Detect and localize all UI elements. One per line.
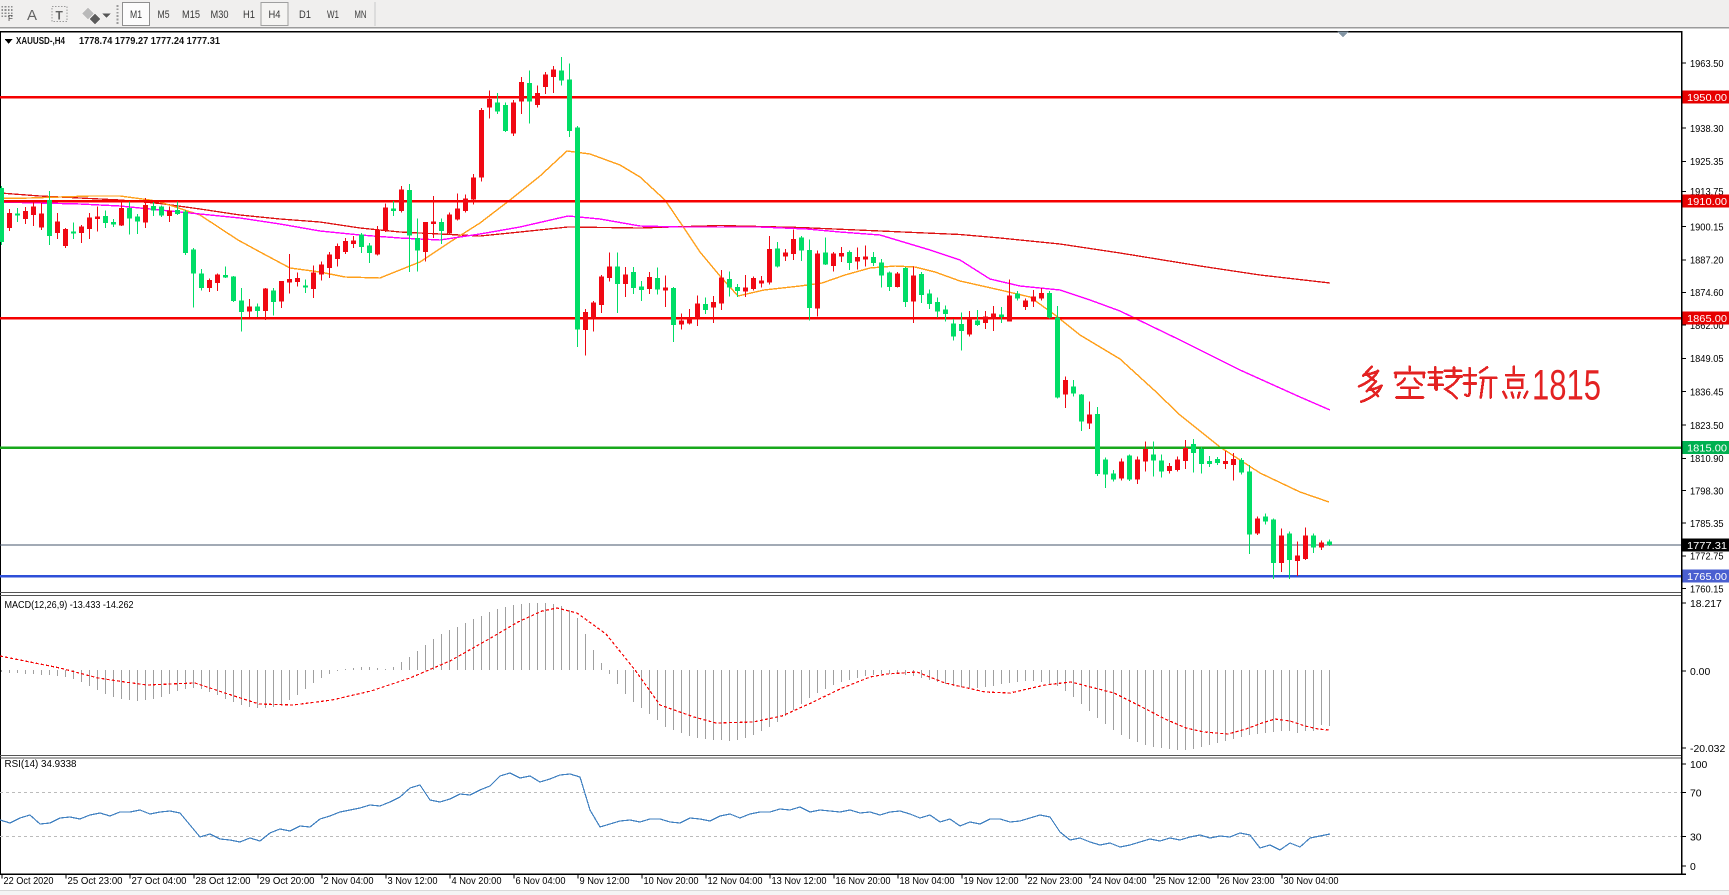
svg-text:1815.00: 1815.00: [1687, 444, 1727, 455]
svg-text:0: 0: [1690, 862, 1696, 873]
svg-text:MACD(12,26,9) -13.433 -14.262: MACD(12,26,9) -13.433 -14.262: [5, 600, 134, 611]
svg-text:1900.15: 1900.15: [1690, 222, 1724, 233]
svg-text:1874.60: 1874.60: [1690, 288, 1724, 299]
svg-text:1785.35: 1785.35: [1690, 519, 1724, 530]
svg-text:1815: 1815: [1532, 362, 1601, 410]
svg-text:10 Nov 20:00: 10 Nov 20:00: [644, 876, 699, 887]
svg-text:3 Nov 12:00: 3 Nov 12:00: [388, 876, 438, 887]
svg-text:M15: M15: [182, 9, 200, 21]
svg-text:T: T: [56, 9, 64, 23]
svg-text:1777.31: 1777.31: [1687, 541, 1727, 552]
svg-text:22 Nov 23:00: 22 Nov 23:00: [1028, 876, 1083, 887]
svg-text:25 Oct 23:00: 25 Oct 23:00: [68, 876, 123, 887]
svg-text:9 Nov 12:00: 9 Nov 12:00: [580, 876, 630, 887]
svg-text:24 Nov 04:00: 24 Nov 04:00: [1092, 876, 1147, 887]
svg-text:1950.00: 1950.00: [1687, 93, 1727, 104]
svg-text:28 Oct 12:00: 28 Oct 12:00: [196, 876, 251, 887]
svg-text:1798.30: 1798.30: [1690, 486, 1724, 497]
svg-text:1963.50: 1963.50: [1690, 59, 1724, 70]
svg-text:1772.75: 1772.75: [1690, 552, 1724, 563]
svg-text:1887.20: 1887.20: [1690, 256, 1724, 267]
svg-text:1849.05: 1849.05: [1690, 354, 1724, 365]
svg-text:1913.75: 1913.75: [1690, 187, 1724, 198]
svg-text:12 Nov 04:00: 12 Nov 04:00: [708, 876, 763, 887]
svg-text:18 Nov 04:00: 18 Nov 04:00: [900, 876, 955, 887]
svg-text:H4: H4: [269, 9, 281, 21]
svg-text:27 Oct 04:00: 27 Oct 04:00: [132, 876, 187, 887]
svg-text:MN: MN: [355, 9, 367, 21]
svg-text:F: F: [8, 14, 13, 23]
svg-text:D1: D1: [299, 9, 311, 21]
svg-text:1925.35: 1925.35: [1690, 157, 1724, 168]
svg-text:22 Oct 2020: 22 Oct 2020: [4, 876, 54, 887]
svg-text:1865.00: 1865.00: [1687, 314, 1727, 325]
svg-text:25 Nov 12:00: 25 Nov 12:00: [1156, 876, 1211, 887]
svg-text:13 Nov 12:00: 13 Nov 12:00: [772, 876, 827, 887]
svg-text:100: 100: [1690, 760, 1708, 771]
svg-text:16 Nov 20:00: 16 Nov 20:00: [836, 876, 891, 887]
svg-text:1765.00: 1765.00: [1687, 572, 1727, 583]
svg-text:-20.032: -20.032: [1690, 744, 1725, 755]
svg-text:1862.00: 1862.00: [1690, 321, 1724, 332]
svg-text:1938.30: 1938.30: [1690, 124, 1724, 135]
svg-text:26 Nov 23:00: 26 Nov 23:00: [1220, 876, 1275, 887]
svg-text:H1: H1: [243, 9, 255, 21]
svg-text:19 Nov 12:00: 19 Nov 12:00: [964, 876, 1019, 887]
svg-text:W1: W1: [327, 9, 339, 21]
svg-text:1810.90: 1810.90: [1690, 454, 1724, 465]
svg-text:2 Nov 04:00: 2 Nov 04:00: [324, 876, 374, 887]
svg-text:XAUUSD-,H4: XAUUSD-,H4: [16, 35, 65, 47]
svg-text:70: 70: [1690, 788, 1702, 799]
svg-text:29 Oct 20:00: 29 Oct 20:00: [260, 876, 315, 887]
svg-text:M1: M1: [130, 9, 142, 21]
svg-text:M5: M5: [158, 9, 170, 21]
svg-text:1760.15: 1760.15: [1690, 584, 1724, 595]
svg-text:30 Nov 04:00: 30 Nov 04:00: [1284, 876, 1339, 887]
svg-text:1836.45: 1836.45: [1690, 387, 1724, 398]
svg-text:6 Nov 04:00: 6 Nov 04:00: [516, 876, 566, 887]
svg-text:18.217: 18.217: [1690, 599, 1722, 610]
svg-text:M30: M30: [211, 9, 229, 21]
svg-text:1778.74 1779.27 1777.24 1777.3: 1778.74 1779.27 1777.24 1777.31: [79, 35, 220, 47]
svg-text:30: 30: [1690, 832, 1702, 843]
svg-text:4 Nov 20:00: 4 Nov 20:00: [452, 876, 502, 887]
svg-text:1823.50: 1823.50: [1690, 421, 1724, 432]
svg-text:A: A: [27, 7, 37, 24]
svg-text:0.00: 0.00: [1690, 667, 1710, 678]
svg-text:RSI(14) 34.9338: RSI(14) 34.9338: [5, 759, 77, 770]
svg-text:1910.00: 1910.00: [1687, 197, 1727, 208]
